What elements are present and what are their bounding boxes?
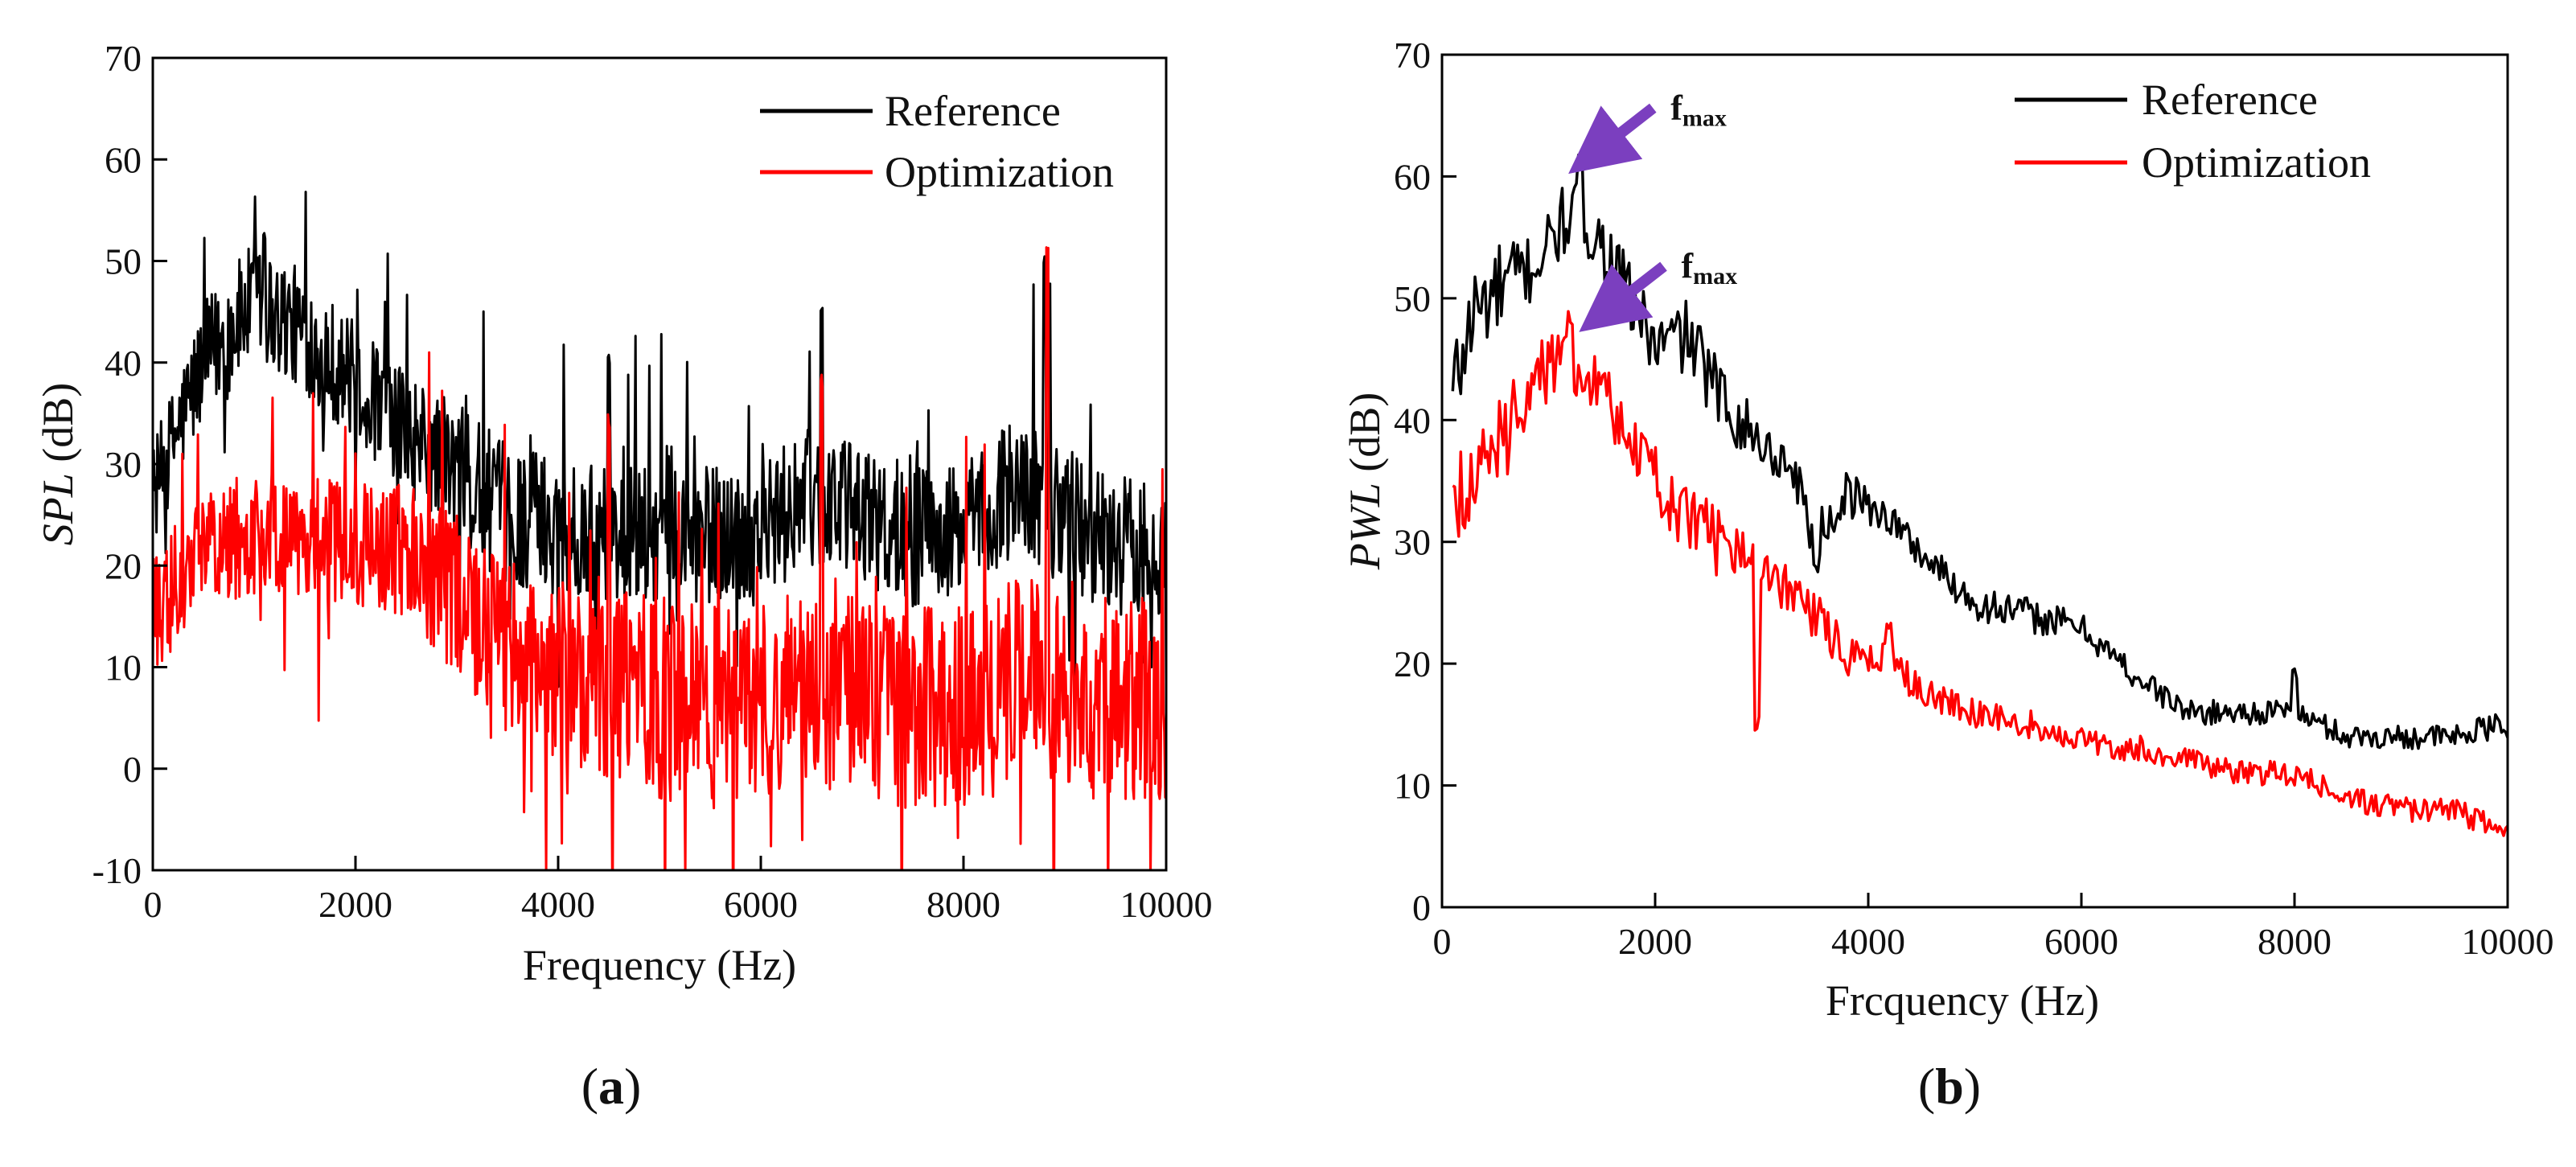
chart-a-xlabel: Frequency (Hz) — [523, 941, 796, 989]
chart-a-ytick-label: 0 — [123, 749, 142, 790]
chart-b-xtick-label: 0 — [1433, 921, 1452, 962]
fmax-annotation-sub: max — [1693, 263, 1737, 290]
chart-b-legend-label-optimization: Optimization — [2142, 138, 2371, 187]
chart-a-xtick-label: 10000 — [1120, 884, 1213, 925]
chart-a-ytick-label: 10 — [105, 647, 142, 688]
chart-b-x-axis: 0 2000 4000 6000 8000 10000 — [1433, 893, 2554, 962]
chart-b-legend-label-reference: Reference — [2142, 76, 2318, 124]
chart-a-ytick-label: 70 — [105, 38, 142, 79]
chart-b-plot-frame — [1440, 53, 2509, 909]
fmax-arrow — [1579, 261, 1667, 332]
chart-a-ytick-label: 30 — [105, 444, 142, 485]
chart-b-xtick-label: 6000 — [2044, 921, 2118, 962]
chart-b-ytick-label: 60 — [1394, 156, 1431, 197]
chart-a-ytick-label: 40 — [105, 343, 142, 384]
chart-a-xtick-label: 2000 — [318, 884, 392, 925]
chart-a-ytick-label: 50 — [105, 241, 142, 282]
panel-a-label-open: ( — [581, 1058, 598, 1115]
fmax-annotation-main: f — [1670, 88, 1683, 127]
chart-a-xtick-label: 8000 — [926, 884, 1000, 925]
chart-b-line-reference — [1451, 153, 2508, 750]
chart-a-ylabel-unit: (dB) — [34, 383, 82, 473]
fmax-arrow — [1568, 103, 1657, 175]
panel-b-label: (b) — [1918, 1058, 1981, 1115]
chart-a-xtick-label: 6000 — [724, 884, 798, 925]
chart-a-legend-label-optimization: Optimization — [885, 148, 1114, 196]
chart-b-ytick-label: 10 — [1394, 766, 1431, 807]
chart-b-xtick-label: 10000 — [2462, 921, 2554, 962]
chart-b-xtick-label: 8000 — [2258, 921, 2332, 962]
fmax-annotation-main: f — [1682, 246, 1695, 286]
chart-b-ytick-label: 20 — [1394, 643, 1431, 684]
chart-a-ytick-label: -10 — [92, 850, 142, 891]
chart-b-ytick-label: 30 — [1394, 522, 1431, 563]
chart-a-line-reference — [153, 191, 1166, 705]
chart-b-ytick-label: 70 — [1394, 35, 1431, 76]
chart-b-y-axis: 0 10 20 30 40 50 60 70 — [1394, 35, 1456, 928]
chart-a-xtick-label: 0 — [144, 884, 162, 925]
fmax-annotation-sub: max — [1682, 105, 1727, 131]
chart-b-ylabel-unit: (dB) — [1341, 392, 1389, 483]
chart-b-ylabel-var: PWL — [1341, 483, 1389, 570]
chart-b-ytick-label: 40 — [1394, 400, 1431, 441]
chart-b-ytick-label: 0 — [1412, 887, 1431, 928]
fmax-annotation-label: fmax — [1682, 246, 1738, 290]
chart-a-ylabel-var: SPL — [34, 473, 82, 545]
chart-a-ylabel: SPL (dB) — [34, 383, 82, 546]
chart-a-legend-label-reference: Reference — [885, 87, 1061, 135]
panel-a-label-close: ) — [624, 1058, 641, 1115]
chart-b-series-reference — [1451, 153, 2508, 750]
fmax-annotation-label: fmax — [1670, 88, 1727, 131]
panel-b-label-close: ) — [1964, 1058, 1981, 1115]
chart-a-series-reference — [153, 191, 1166, 705]
chart-b-legend: Reference Optimization — [2015, 76, 2371, 187]
chart-a-legend: Reference Optimization — [760, 87, 1114, 196]
chart-b-series-optimization — [1452, 310, 2508, 837]
panel-b-label-letter: b — [1935, 1058, 1964, 1115]
chart-a-ytick-label: 20 — [105, 545, 142, 586]
chart-b-ytick-label: 50 — [1394, 278, 1431, 319]
chart-b-line-optimization — [1452, 310, 2508, 837]
chart-b-xtick-label: 4000 — [1831, 921, 1905, 962]
chart-b: 0 10 20 30 40 50 60 70 0 2000 4000 6000 8000 10000 F… — [1341, 35, 2554, 1115]
chart-a-line-optimization — [153, 246, 1166, 870]
panel-a-label: (a) — [581, 1058, 642, 1115]
chart-b-xtick-label: 2000 — [1618, 921, 1692, 962]
chart-b-xlabel: Frcquency (Hz) — [1826, 976, 2099, 1025]
chart-a-y-axis: -10 0 10 20 30 40 50 60 70 — [92, 38, 167, 891]
chart-a-xtick-label: 4000 — [521, 884, 595, 925]
chart-a-ytick-label: 60 — [105, 139, 142, 180]
panel-b-label-open: ( — [1918, 1058, 1935, 1115]
chart-a-series-optimization — [153, 246, 1166, 870]
chart-a-x-axis: 0 2000 4000 6000 8000 10000 — [144, 856, 1213, 925]
panel-a-label-letter: a — [598, 1058, 624, 1115]
chart-b-ylabel: PWL (dB) — [1341, 392, 1389, 570]
